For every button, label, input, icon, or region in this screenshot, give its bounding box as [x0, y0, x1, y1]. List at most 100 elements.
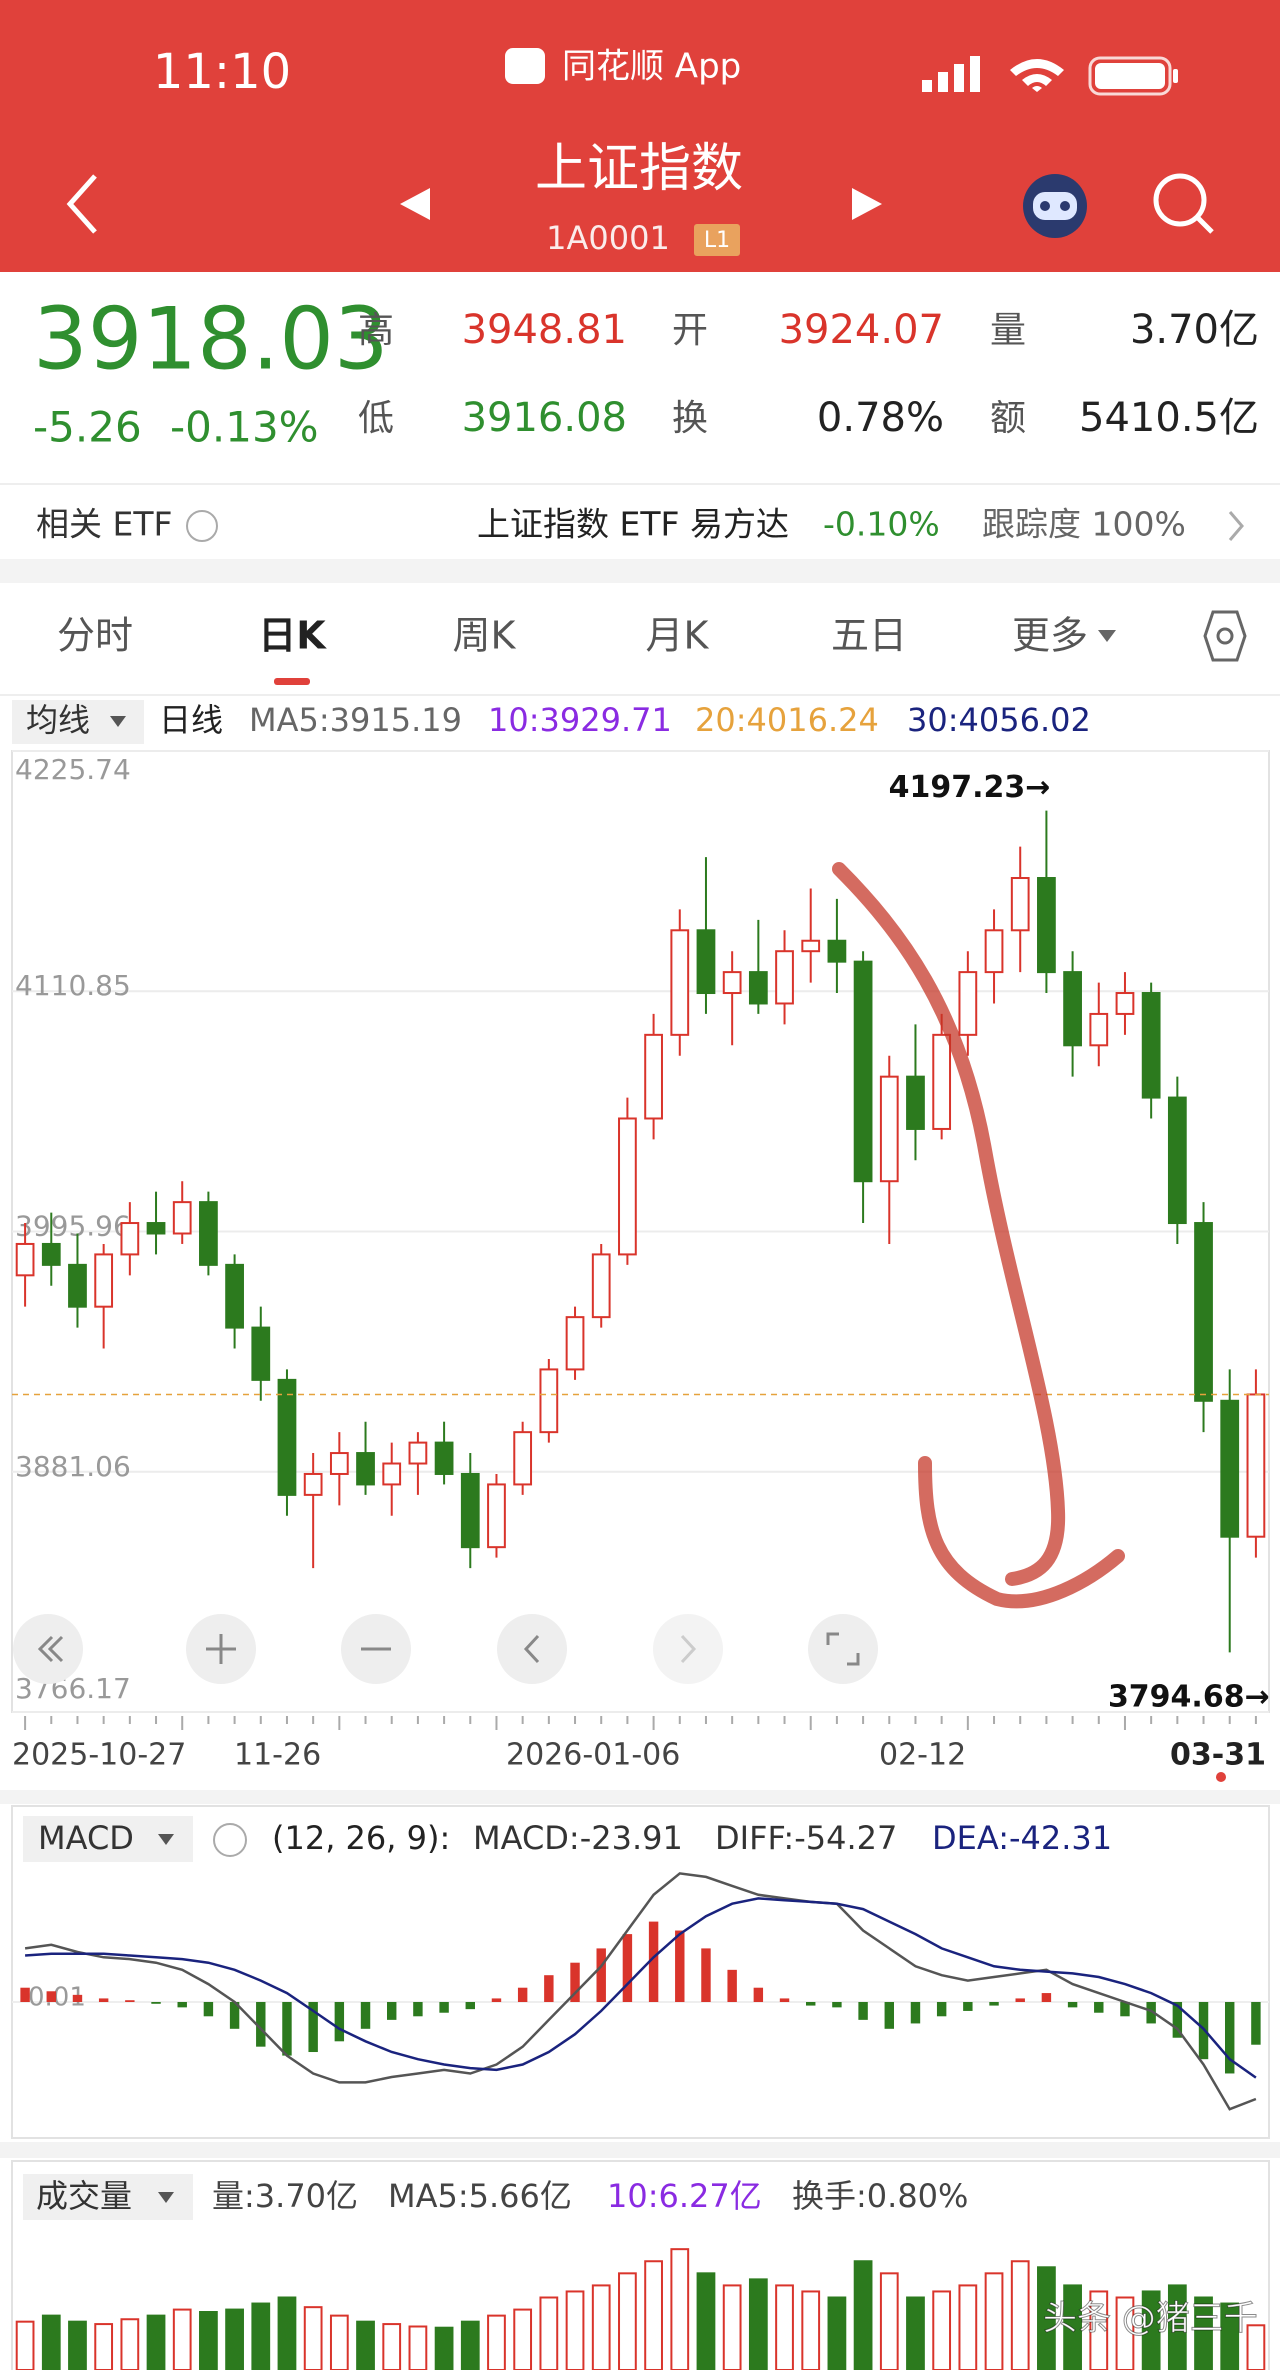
candle-body [251, 1326, 271, 1381]
candle-body [1167, 1096, 1187, 1225]
tab[interactable]: 五日 [831, 614, 907, 658]
volume-bar [827, 2296, 847, 2370]
volume-bar [801, 2290, 821, 2370]
level: L1 [704, 228, 730, 253]
next-button[interactable] [852, 188, 882, 220]
volume-bar [225, 2308, 244, 2370]
toolbar-button[interactable] [808, 1614, 878, 1684]
candle-body [958, 971, 978, 1036]
volume-bar [1194, 2296, 1213, 2370]
field-label: 换 [672, 398, 708, 439]
macd-bar [622, 1934, 633, 2002]
candle-body [329, 1452, 349, 1475]
robot-icon[interactable] [1023, 174, 1087, 238]
tab[interactable]: 分时 [57, 614, 133, 658]
etf-name: 上证指数 ETF 易方达 [477, 505, 789, 544]
toolbar [13, 1614, 878, 1684]
macd-bar [151, 2002, 161, 2004]
help-icon[interactable] [213, 1823, 247, 1857]
macd-bar [989, 2002, 999, 2006]
candle-body [408, 1441, 428, 1465]
macd-bar [282, 2002, 292, 2056]
volume-bar [1246, 2324, 1266, 2370]
macd-bar [72, 1994, 83, 2002]
candle-body [539, 1368, 559, 1434]
macd-bar [596, 1948, 606, 2002]
macd-bar [963, 2002, 973, 2011]
volume-bar [513, 2308, 533, 2370]
volume-bar [1167, 2284, 1187, 2370]
time: 11:10 [153, 44, 291, 100]
macd-bar [360, 2002, 371, 2029]
tab-underline [274, 678, 310, 685]
volume-bar [618, 2272, 637, 2370]
dropdown-arrow [158, 2192, 174, 2203]
divider [0, 694, 1280, 696]
candle-body [644, 1033, 663, 1120]
macd-bar [46, 1991, 56, 2002]
tab[interactable]: 月K [646, 614, 710, 658]
tab[interactable]: 日K [258, 614, 327, 658]
volume-bar [932, 2290, 952, 2370]
x-tick-label: 2025-10-27 [12, 1738, 186, 1773]
volume-bar [356, 2320, 375, 2370]
change-pct: -0.13% [170, 403, 319, 452]
chevron [1228, 511, 1244, 541]
field-label: 高 [358, 310, 394, 351]
macd-bar [1225, 2002, 1235, 2074]
candle-body [68, 1263, 87, 1308]
candle-body [146, 1222, 166, 1235]
macd-bar [936, 2002, 947, 2017]
app-name: 同花顺 App [562, 47, 741, 87]
macd-bar [229, 2002, 240, 2029]
indicator-selector[interactable]: MACD [38, 1819, 134, 1857]
back-button[interactable] [66, 174, 97, 234]
candle-body [801, 939, 821, 953]
x-tick-label: 2026-01-06 [506, 1738, 680, 1773]
toolbar-button[interactable] [653, 1614, 723, 1684]
candle-body [618, 1117, 637, 1256]
watermark: 头条 @猪三千 [1043, 2299, 1258, 2339]
tab[interactable]: 周K [453, 614, 517, 658]
volume-bar [251, 2302, 271, 2370]
volume-bar [120, 2318, 140, 2370]
volume-bar [984, 2272, 1004, 2370]
macd-bar [334, 2002, 345, 2042]
volume-bar [329, 2314, 349, 2370]
tabs[interactable]: 分时 日K 周K 月K 五日 更多 [57, 614, 1088, 658]
macd-bar [806, 2002, 816, 2006]
candle-body [1010, 877, 1030, 932]
macd-bar [858, 2002, 868, 2020]
ma-selector-box[interactable] [12, 700, 144, 744]
indicator-selector[interactable]: 成交量 [36, 2177, 132, 2215]
macd-bar [544, 1975, 554, 2002]
candle-body [434, 1441, 454, 1475]
volume-bar [748, 2278, 768, 2370]
y-tick-label: 3995.96 [15, 1209, 131, 1242]
legend-entry: 量:3.70亿 [212, 2177, 358, 2215]
toolbar-button[interactable] [497, 1614, 567, 1684]
kline: 3766.173881.063995.964110.854225.744197.… [12, 750, 1270, 1715]
low-annotation: 3794.68→ [1108, 1680, 1270, 1715]
ma20: 20:4016.24 [695, 701, 879, 739]
hand-drawn-mark [832, 862, 1125, 1609]
volume-bar [644, 2260, 663, 2370]
field-label: 低 [358, 398, 394, 439]
volume-bar [146, 2314, 166, 2370]
volume-bar [1010, 2260, 1030, 2370]
x-labels: 2025-10-27 11-26 2026-01-06 02-12 03-31 [12, 1738, 1266, 1773]
field-value: 0.78% [817, 395, 944, 441]
macd-frame [11, 1805, 1270, 2139]
candle-body [513, 1431, 533, 1486]
prev-button[interactable] [400, 188, 430, 220]
tab[interactable]: 更多 [1012, 614, 1088, 658]
high-annotation: 4197.23→ [889, 770, 1051, 805]
search-icon[interactable] [1153, 173, 1214, 234]
macd-bar [20, 1987, 30, 2002]
macd-bar [387, 2002, 397, 2020]
settings-icon[interactable] [1203, 610, 1247, 662]
volume-bar [487, 2314, 506, 2370]
ma-selector[interactable]: 均线 [26, 701, 90, 739]
etf-row[interactable]: 相关 ETF 上证指数 ETF 易方达 -0.10% 跟踪度 100% [36, 505, 1244, 544]
code: 1A0001 [546, 219, 670, 257]
